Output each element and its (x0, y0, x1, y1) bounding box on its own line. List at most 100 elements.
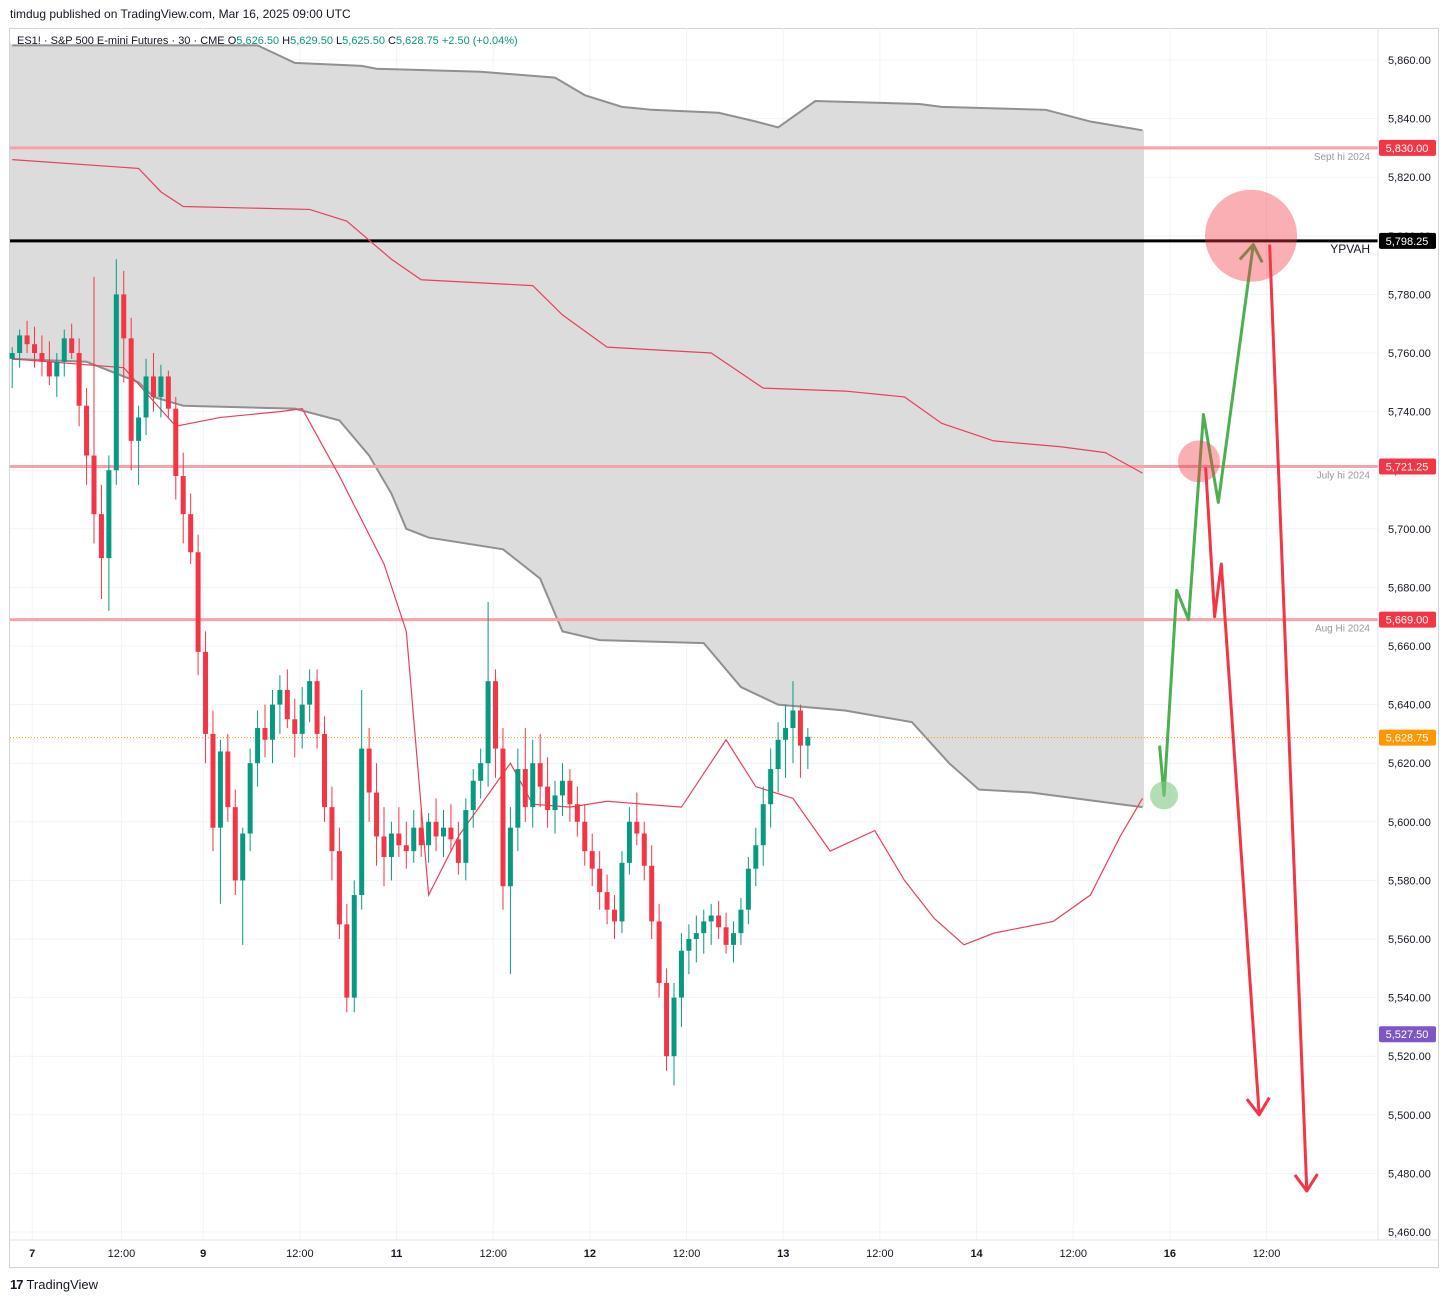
y-tick-label: 5,700.00 (1388, 524, 1431, 536)
candle (113, 259, 119, 485)
y-tick-label: 5,520.00 (1388, 1051, 1431, 1063)
candle (641, 821, 647, 881)
low-price-tag (1379, 1026, 1436, 1043)
candle (217, 739, 223, 904)
price-tag (1379, 139, 1436, 156)
candle (671, 982, 677, 1086)
candle-body (150, 376, 156, 397)
candle-body (783, 728, 789, 740)
candle-body (314, 681, 320, 734)
x-tick-label: 12:00 (108, 1248, 136, 1260)
entry-marker (1150, 781, 1179, 810)
candle (121, 270, 127, 383)
ohlc-change: +2.50 (+0.04%) (441, 35, 518, 47)
candle (500, 728, 506, 910)
x-tick-label: 12:00 (673, 1248, 701, 1260)
low-price-tag-label: 5,527.50 (1386, 1029, 1429, 1041)
symbol-info-bar[interactable]: ES1! · S&P 500 E-mini Futures · 30 · CME… (17, 35, 518, 47)
level-label: Sept hi 2024 (1314, 152, 1371, 163)
candle-body (232, 807, 238, 881)
candle (299, 687, 305, 749)
y-tick-label: 5,680.00 (1388, 582, 1431, 594)
x-tick-label: 14 (970, 1248, 983, 1260)
candle-body (426, 821, 432, 846)
y-tick-label: 5,560.00 (1388, 934, 1431, 946)
candle-body (730, 933, 736, 945)
candle (54, 353, 60, 397)
y-tick-label: 5,540.00 (1388, 993, 1431, 1005)
candle (582, 804, 588, 866)
candle-body (17, 335, 23, 353)
candle-body (463, 810, 469, 863)
candle-body (61, 338, 67, 362)
candle-body (98, 514, 104, 559)
candle (463, 798, 469, 881)
x-tick-label: 9 (200, 1248, 206, 1260)
candle-body (552, 795, 558, 811)
candle-body (485, 681, 491, 764)
candle (559, 763, 565, 816)
axes: 5,860.005,840.005,820.005,800.005,780.00… (10, 28, 1438, 1260)
tradingview-logo[interactable]: 17 TradingView (10, 1277, 98, 1292)
candle-body (693, 933, 699, 939)
forecast-up-path (1158, 244, 1255, 797)
y-tick-label: 5,760.00 (1388, 348, 1431, 360)
candle (24, 320, 30, 353)
candle-body (262, 728, 268, 740)
candle (158, 364, 164, 418)
candle (515, 748, 521, 852)
candle (322, 716, 328, 822)
candle (805, 728, 811, 770)
candle-body (240, 833, 246, 881)
value-area-fill (10, 42, 1144, 808)
candle (136, 405, 142, 485)
candle (143, 358, 149, 436)
candle-body (46, 361, 52, 377)
vwap-bands (12, 159, 1143, 946)
symbol-title: ES1! · S&P 500 E-mini Futures · 30 · CME (17, 35, 225, 47)
ohlc-open: 5,626.50 (236, 35, 280, 47)
candle-body (329, 807, 335, 852)
ohlc-low-label: L (336, 35, 343, 47)
candle (106, 455, 112, 611)
candle (567, 769, 573, 822)
candle-body (678, 950, 684, 998)
candles (9, 259, 811, 1086)
candle (165, 370, 171, 418)
x-tick-label: 13 (777, 1248, 789, 1260)
candle-body (760, 804, 766, 846)
candle-body (470, 780, 476, 811)
candle (730, 921, 736, 963)
candle-body (507, 827, 513, 887)
candle-body (403, 845, 409, 852)
candle-body (604, 892, 610, 910)
candle (470, 769, 476, 828)
band-upper-edge (12, 44, 1143, 132)
candle (374, 763, 380, 866)
candle-body (515, 769, 521, 828)
candle (775, 722, 781, 793)
candle (507, 807, 513, 975)
candle (664, 968, 670, 1071)
candle-body (433, 821, 439, 837)
candle-body (381, 836, 387, 857)
candle-body (292, 719, 298, 734)
y-tick-label: 5,460.00 (1388, 1227, 1431, 1239)
candle (396, 807, 402, 857)
candle-body (500, 748, 506, 887)
candle (604, 874, 610, 925)
candle-body (113, 294, 119, 471)
price-tag-label: 5,830.00 (1386, 143, 1429, 155)
candle (686, 924, 692, 975)
candle (314, 669, 320, 749)
candle-body (612, 909, 618, 922)
candle (225, 733, 231, 822)
candle-body (805, 736, 811, 746)
candle-body (790, 710, 796, 729)
candle-body (195, 552, 201, 652)
candle (738, 897, 744, 945)
candle-body (664, 982, 670, 1057)
candle-body (619, 862, 625, 922)
candle (255, 710, 261, 787)
